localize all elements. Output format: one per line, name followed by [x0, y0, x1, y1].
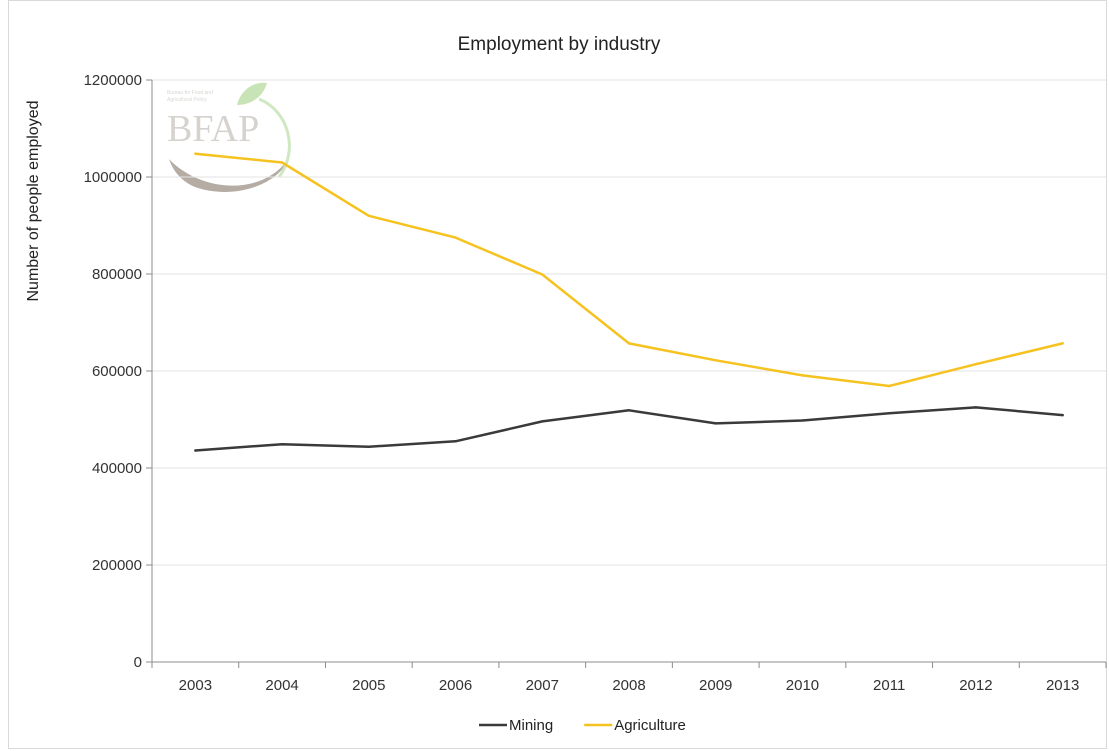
- chart-frame: Bureau for Food and Agricultural Policy …: [8, 0, 1107, 749]
- data-point-mining: [541, 420, 544, 423]
- x-tick-label: 2012: [959, 677, 992, 694]
- data-point-agriculture: [627, 342, 631, 345]
- data-point-mining: [280, 443, 284, 446]
- data-point-agriculture: [454, 236, 457, 239]
- data-point-agriculture: [367, 214, 371, 217]
- legend-item-agriculture: Agriculture: [584, 717, 686, 734]
- x-tick-label: 2009: [699, 677, 732, 694]
- y-tick-label: 200000: [92, 557, 142, 574]
- data-point-agriculture: [887, 384, 891, 388]
- legend-item-mining: Mining: [479, 717, 553, 734]
- x-tick-label: 2005: [352, 677, 385, 694]
- data-point-mining: [367, 445, 371, 448]
- x-axis: 2003 2004 2005 2006 2007 2008 2009 2010 2011 2012…: [151, 661, 1107, 694]
- bfap-logo-watermark: Bureau for Food and Agricultural Policy …: [167, 82, 291, 192]
- y-tick-label: 400000: [92, 460, 142, 477]
- data-point-mining: [801, 419, 804, 422]
- legend-label: Mining: [509, 717, 553, 734]
- legend: Mining Agriculture: [479, 717, 686, 734]
- y-tick-label: 1200000: [84, 72, 142, 89]
- data-point-agriculture: [194, 152, 197, 155]
- data-point-mining: [454, 440, 457, 443]
- line-chart: Bureau for Food and Agricultural Policy …: [25, 34, 1107, 734]
- data-point-agriculture: [1061, 342, 1064, 345]
- y-axis-title: Number of people employed: [25, 100, 42, 301]
- series-line-mining: [194, 406, 1064, 452]
- x-tick-label: 2004: [265, 677, 298, 694]
- legend-label: Agriculture: [614, 717, 686, 734]
- logo-swoosh-icon: [169, 159, 287, 192]
- chart-title: Employment by industry: [458, 34, 661, 55]
- logo-arc-icon: [258, 97, 291, 178]
- logo-subtext-line1: Bureau for Food and: [167, 90, 213, 96]
- x-tick-label: 2007: [526, 677, 559, 694]
- x-tick-label: 2010: [786, 677, 819, 694]
- y-tick-label: 600000: [92, 363, 142, 380]
- logo-text: BFAP: [167, 108, 259, 150]
- logo-subtext-line2: Agricultural Policy: [167, 97, 207, 103]
- gridlines: [152, 79, 1106, 566]
- series-line-agriculture: [194, 152, 1064, 388]
- y-axis: 0 200000 400000 600000 800000 1000000 1200000: [84, 72, 153, 671]
- data-point-agriculture: [974, 363, 978, 366]
- data-point-mining: [887, 411, 891, 415]
- series-lines: [194, 152, 1064, 452]
- y-tick-label: 1000000: [84, 169, 142, 186]
- data-point-agriculture: [714, 359, 717, 362]
- data-point-mining: [627, 409, 631, 412]
- data-point-mining: [974, 406, 978, 409]
- y-tick-label: 800000: [92, 266, 142, 283]
- data-point-mining: [714, 422, 717, 425]
- x-tick-label: 2008: [612, 677, 645, 694]
- x-tick-label: 2003: [179, 677, 212, 694]
- x-tick-label: 2006: [439, 677, 472, 694]
- y-tick-label: 0: [134, 654, 142, 671]
- data-point-mining: [194, 449, 197, 452]
- data-point-agriculture: [541, 273, 544, 276]
- logo-leaf-icon: [237, 82, 267, 105]
- data-point-mining: [1061, 413, 1064, 417]
- data-point-agriculture: [280, 161, 284, 164]
- x-tick-label: 2013: [1046, 677, 1079, 694]
- data-point-agriculture: [801, 374, 804, 377]
- x-tick-label: 2011: [873, 677, 905, 694]
